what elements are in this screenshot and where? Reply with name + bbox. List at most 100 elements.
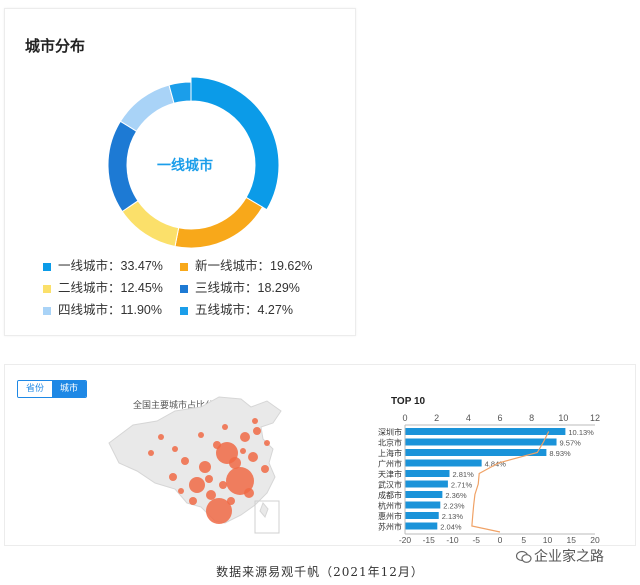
city-bubble — [226, 467, 254, 495]
bar — [405, 480, 448, 488]
watermark: 企业家之路 — [516, 546, 604, 566]
legend-item[interactable]: 三线城市：18.29% — [180, 277, 300, 296]
bar-value-label: 8.93% — [549, 449, 571, 458]
bar — [405, 459, 482, 467]
legend-item[interactable]: 五线城市：4.27% — [180, 299, 293, 318]
legend-item[interactable]: 四线城市：11.90% — [43, 299, 162, 318]
legend-swatch — [180, 262, 188, 271]
tab-province[interactable]: 省份 — [18, 381, 53, 397]
city-bubble — [229, 457, 241, 469]
city-bubble — [178, 488, 184, 494]
bottom-axis-tick: 15 — [567, 535, 577, 545]
city-distribution-panel: 城市分布 一线城市 一线城市：33.47% 新一线城市：19.62% 二线城市：12… — [4, 8, 356, 336]
region-type-tabs: 省份 城市 — [17, 380, 88, 398]
top-axis-tick: 2 — [434, 413, 439, 423]
bottom-axis-tick: -10 — [446, 535, 459, 545]
city-bubble — [252, 418, 258, 424]
china-bubble-map — [108, 396, 282, 534]
city-bubble — [240, 448, 246, 454]
bar-category-label: 广州市 — [378, 459, 402, 469]
bar-value-label: 9.57% — [560, 439, 582, 448]
bar — [405, 491, 443, 498]
trend-line — [471, 431, 550, 533]
bar-value-label: 2.36% — [445, 491, 467, 500]
bar — [405, 501, 441, 509]
bar-category-label: 苏州市 — [378, 522, 402, 532]
legend-item[interactable]: 新一线城市：19.62% — [180, 255, 312, 274]
watermark-text: 企业家之路 — [534, 548, 604, 564]
top-axis-tick: 4 — [466, 413, 471, 423]
legend-swatch — [43, 306, 51, 315]
donut-slice — [119, 84, 175, 132]
city-bubble — [189, 477, 205, 493]
donut-slice — [174, 196, 264, 249]
city-bubble — [172, 446, 178, 452]
top-axis-tick: 10 — [558, 413, 568, 423]
bottom-axis-tick: 10 — [543, 535, 553, 545]
bar — [405, 522, 438, 530]
top-axis-tick: 0 — [402, 413, 407, 423]
city-bubble — [248, 452, 258, 462]
city-bubble — [199, 461, 211, 473]
south-sea-inset — [254, 500, 280, 534]
city-bubble — [169, 473, 177, 481]
donut-slice — [168, 81, 192, 104]
tab-city[interactable]: 城市 — [52, 381, 87, 397]
donut-slice — [190, 76, 280, 211]
city-bubble — [158, 434, 164, 440]
city-bubble — [148, 450, 154, 456]
bar-value-label: 2.81% — [452, 470, 474, 479]
legend-label: 五线城市：4.27% — [195, 303, 293, 317]
legend-label: 三线城市：18.29% — [195, 281, 300, 295]
bottom-axis-tick: -5 — [472, 535, 480, 545]
wechat-icon — [516, 551, 532, 564]
map-title: 全国主要城市占比分布 — [133, 400, 224, 410]
legend-label: 四线城市：11.90% — [58, 303, 162, 317]
legend-swatch — [180, 284, 188, 293]
city-bubble — [206, 498, 232, 524]
legend-item[interactable]: 二线城市：12.45% — [43, 277, 163, 296]
bar-category-label: 杭州市 — [378, 501, 402, 511]
donut-slice — [107, 120, 139, 213]
bottom-axis-tick: -20 — [399, 535, 412, 545]
donut-center-label: 一线城市 — [157, 157, 213, 173]
legend-label: 二线城市：12.45% — [58, 281, 163, 295]
bar — [405, 449, 547, 456]
legend-item[interactable]: 一线城市：33.47% — [43, 255, 163, 274]
city-bubble — [240, 432, 250, 442]
top-axis-tick: 6 — [497, 413, 502, 423]
top-axis-tick: 8 — [529, 413, 534, 423]
city-bubble — [189, 497, 197, 505]
bar — [405, 512, 439, 519]
legend-swatch — [180, 306, 188, 315]
bar-category-label: 惠州市 — [378, 511, 402, 521]
city-bubble — [222, 424, 228, 430]
bottom-axis-tick: 20 — [590, 535, 600, 545]
bar-category-label: 上海市 — [378, 448, 402, 458]
top10-title: TOP 10 — [391, 396, 426, 407]
city-bubble — [205, 475, 213, 483]
donut-slice — [121, 200, 180, 248]
legend-label: 一线城市：33.47% — [58, 259, 163, 273]
bottom-axis-tick: -15 — [423, 535, 436, 545]
bottom-axis-tick: 0 — [498, 535, 503, 545]
legend-swatch — [43, 262, 51, 271]
donut-chart: 一线城市 — [107, 76, 280, 249]
bar-value-label: 10.13% — [568, 428, 594, 437]
city-bubble — [244, 488, 254, 498]
city-bubble — [213, 441, 221, 449]
bar — [405, 470, 450, 477]
city-bubble — [227, 497, 235, 505]
city-bubble — [261, 465, 269, 473]
panel-title: 城市分布 — [25, 38, 86, 55]
city-bubble — [219, 481, 227, 489]
legend-swatch — [43, 284, 51, 293]
bar-category-label: 武汉市 — [378, 480, 402, 490]
bar-value-label: 2.23% — [443, 502, 465, 511]
city-bubble — [264, 440, 270, 446]
source-caption: 数据来源易观千帆（2021年12月） — [216, 565, 424, 579]
bar-value-label: 2.04% — [440, 523, 462, 532]
city-bubble — [206, 490, 216, 500]
top-axis-tick: 12 — [590, 413, 600, 423]
city-bubble — [198, 432, 204, 438]
